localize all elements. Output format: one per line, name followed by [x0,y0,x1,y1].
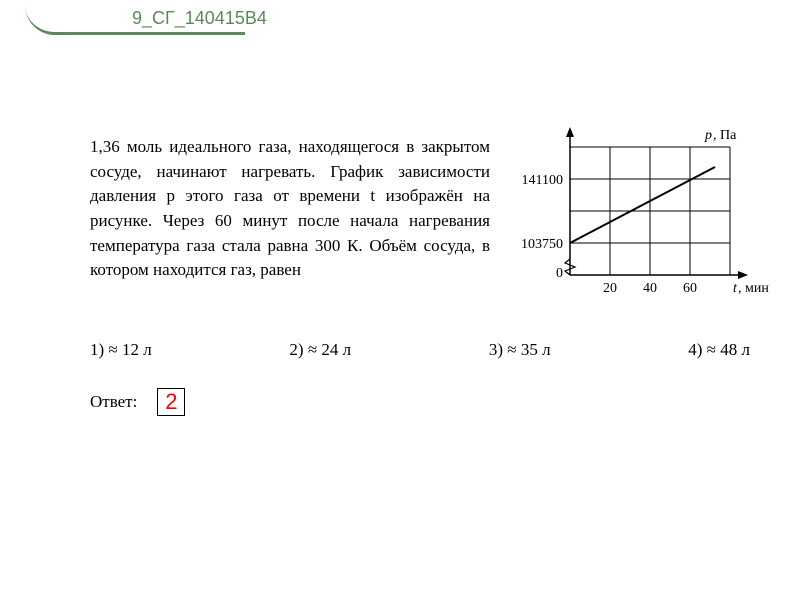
x-axis-unit: , мин [738,281,769,296]
header-area: 9_СГ_140415В4 [0,0,250,70]
x-axis-arrow [738,271,748,279]
pressure-time-chart: p , Па 103750 141100 0 20 40 60 t , мин [515,125,770,315]
y-tick-141100: 141100 [522,173,563,188]
option-4: 4) ≈ 48 л [688,340,750,360]
option-1: 1) ≈ 12 л [90,340,152,360]
x-tick-60: 60 [683,281,697,296]
x-tick-40: 40 [643,281,657,296]
origin-zero: 0 [556,266,563,281]
y-axis-unit: , Па [713,128,737,143]
answer-box: 2 [157,388,185,416]
answer-value: 2 [165,389,177,415]
x-tick-20: 20 [603,281,617,296]
chart-svg: p , Па 103750 141100 0 20 40 60 t , мин [515,125,770,315]
data-line [570,167,715,243]
doc-id: 9_СГ_140415В4 [132,8,267,29]
answer-label: Ответ: [90,392,137,412]
problem-text: 1,36 моль идеального газа, находящегося … [90,135,490,283]
problem-body: 1,36 моль идеального газа, находящегося … [90,137,490,279]
y-axis-label: p [704,128,712,143]
y-axis-arrow [566,127,574,137]
y-tick-103750: 103750 [521,237,563,252]
option-3: 3) ≈ 35 л [489,340,551,360]
answer-options: 1) ≈ 12 л 2) ≈ 24 л 3) ≈ 35 л 4) ≈ 48 л [90,340,750,360]
answer-row: Ответ: 2 [90,388,185,416]
option-2: 2) ≈ 24 л [289,340,351,360]
